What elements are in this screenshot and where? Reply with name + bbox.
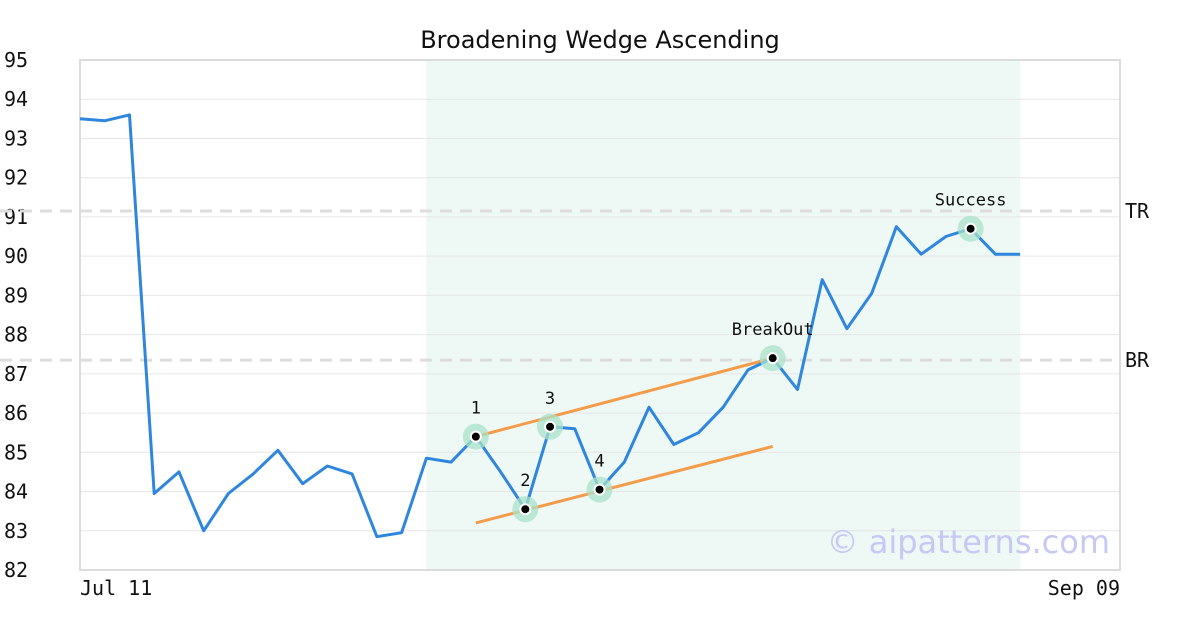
y-tick-label: 85 bbox=[4, 440, 28, 464]
marker-label: 4 bbox=[594, 452, 604, 472]
marker-point bbox=[469, 430, 482, 443]
marker-label: 2 bbox=[520, 471, 530, 491]
y-tick-label: 89 bbox=[4, 283, 28, 307]
y-tick-label: 87 bbox=[4, 362, 28, 386]
level-label-br: BR bbox=[1125, 348, 1150, 372]
y-tick-label: 90 bbox=[4, 244, 28, 268]
marker-point bbox=[544, 420, 557, 433]
marker-point bbox=[964, 222, 977, 235]
plot-frame bbox=[79, 59, 1121, 571]
marker-label: 1 bbox=[471, 399, 481, 419]
x-tick-label: Sep 09 bbox=[1048, 576, 1120, 600]
marker-point bbox=[519, 503, 532, 516]
y-tick-label: 92 bbox=[4, 166, 28, 190]
y-tick-label: 82 bbox=[4, 558, 28, 582]
watermark: © aipatterns.com bbox=[827, 523, 1110, 561]
y-tick-label: 93 bbox=[4, 126, 28, 150]
plot-area: 82 83 84 85 86 87 88 89 90 91 92 93 94 95 Jul 11 Sep 09… bbox=[0, 48, 1150, 600]
marker-label: 3 bbox=[545, 389, 555, 409]
y-tick-label: 91 bbox=[4, 205, 28, 229]
trendline bbox=[475, 356, 774, 439]
y-tick-label: 83 bbox=[4, 519, 28, 543]
x-tick-label: Jul 11 bbox=[80, 576, 152, 600]
level-label-tr: TR bbox=[1125, 199, 1150, 223]
pattern-region bbox=[426, 60, 1021, 570]
chart-title: Broadening Wedge Ascending bbox=[420, 26, 780, 54]
y-tick-label: 94 bbox=[4, 87, 28, 111]
y-tick-label: 86 bbox=[4, 401, 28, 425]
marker-label: Success bbox=[935, 191, 1007, 211]
marker-label: BreakOut bbox=[732, 320, 814, 340]
y-tick-label: 84 bbox=[4, 480, 28, 504]
y-tick-label: 95 bbox=[4, 48, 28, 72]
marker-point bbox=[593, 483, 606, 496]
marker-point bbox=[766, 352, 779, 365]
y-tick-label: 88 bbox=[4, 323, 28, 347]
